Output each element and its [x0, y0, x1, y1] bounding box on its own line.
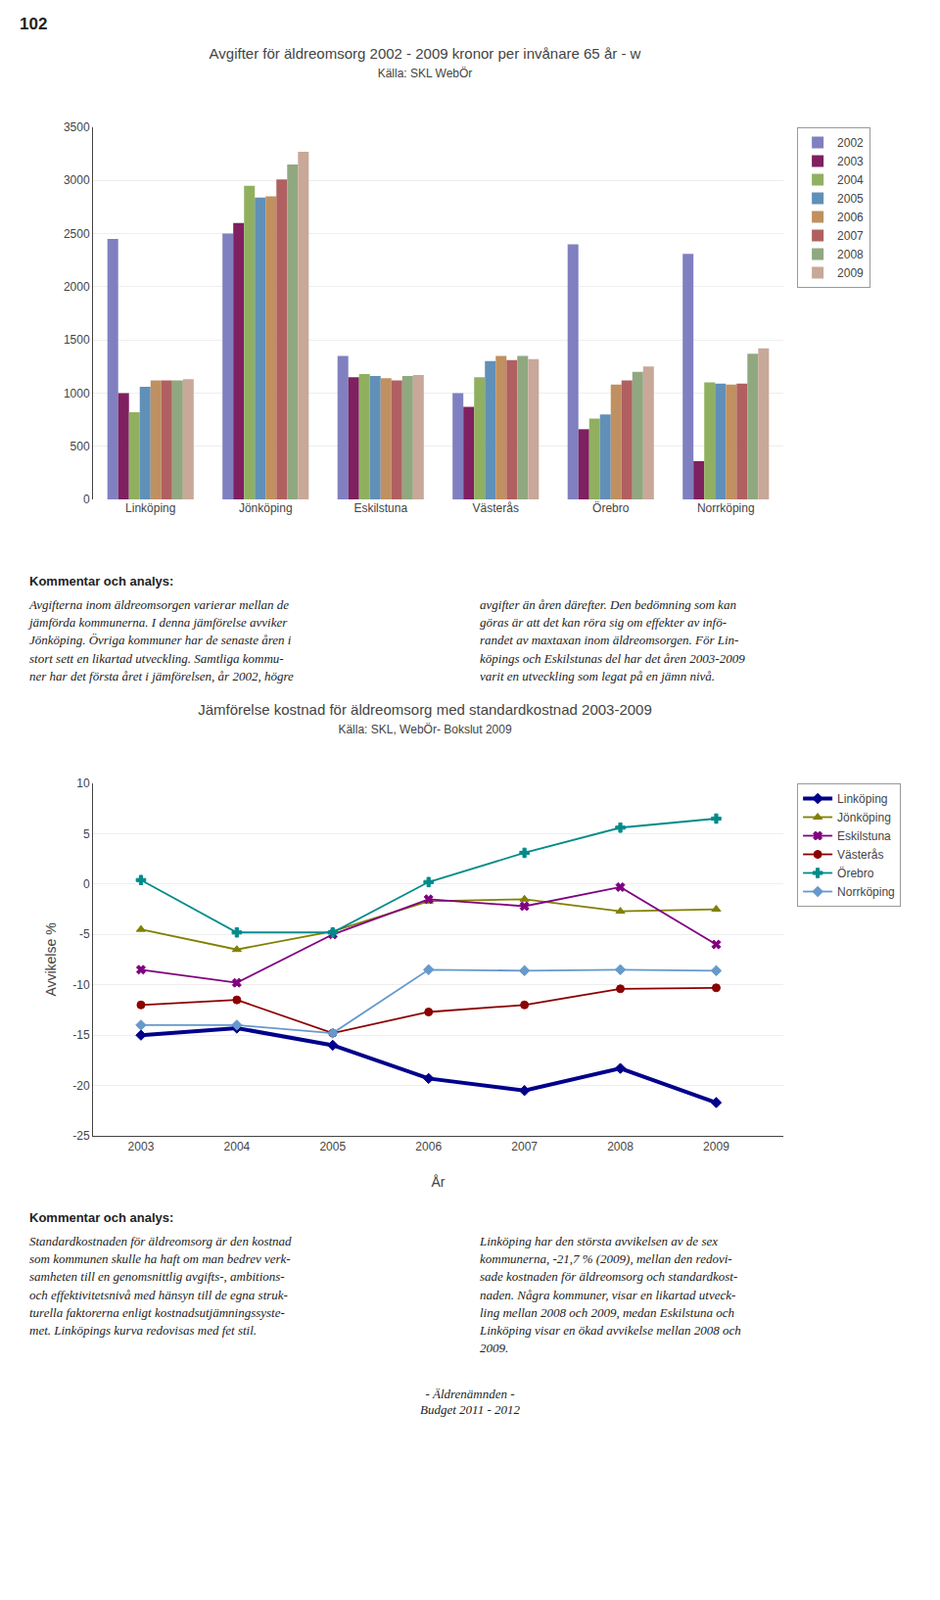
svg-text:Eskilstuna: Eskilstuna	[353, 501, 408, 516]
svg-text:-5: -5	[79, 927, 91, 941]
svg-text:2500: 2500	[63, 227, 91, 241]
svg-text:0: 0	[83, 877, 91, 892]
svg-text:2008: 2008	[837, 247, 864, 262]
svg-text:2006: 2006	[415, 1139, 442, 1154]
svg-text:-20: -20	[72, 1079, 91, 1093]
svg-text:2009: 2009	[837, 266, 864, 281]
html-text:Linköping har den största avvi: Linköping har den största avvikelsen av …	[479, 1233, 742, 1356]
svg-text:-25: -25	[72, 1128, 91, 1143]
html-text:Kommentar och analys:: Kommentar och analys:	[29, 573, 174, 589]
html-text:Kommentar och analys:: Kommentar och analys:	[29, 1210, 174, 1225]
svg-text:Linköping: Linköping	[125, 501, 176, 516]
svg-text:Norrköping: Norrköping	[837, 885, 895, 899]
svg-text:2009: 2009	[703, 1139, 730, 1154]
html-text:Standardkostnaden för äldreoms: Standardkostnaden för äldreomsorg är den…	[29, 1233, 292, 1338]
html-text:avgifter än åren därefter. Den: avgifter än åren därefter. Den bedömning…	[479, 597, 745, 684]
svg-text:År: År	[431, 1174, 446, 1190]
svg-text:2003: 2003	[128, 1139, 155, 1154]
svg-text:2004: 2004	[224, 1139, 251, 1154]
svg-text:2005: 2005	[837, 191, 864, 206]
svg-text:Västerås: Västerås	[837, 847, 884, 862]
svg-text:-10: -10	[72, 978, 91, 992]
svg-text:0: 0	[83, 492, 91, 507]
svg-text:5: 5	[83, 827, 91, 842]
svg-text:Örebro: Örebro	[592, 501, 630, 516]
svg-text:2007: 2007	[837, 229, 864, 243]
svg-text:Linköping: Linköping	[837, 792, 888, 806]
svg-text:2002: 2002	[837, 136, 864, 150]
svg-text:2006: 2006	[837, 210, 864, 225]
svg-text:Västerås: Västerås	[472, 501, 519, 516]
svg-text:2004: 2004	[837, 173, 864, 188]
svg-text:500: 500	[70, 439, 91, 454]
svg-text:Jämförelse kostnad för äldreom: Jämförelse kostnad för äldreomsorg med s…	[197, 700, 653, 737]
html-text:Avgifterna inom äldreomsorgen: Avgifterna inom äldreomsorgen varierar m…	[29, 597, 294, 684]
svg-text:-15: -15	[72, 1028, 91, 1042]
svg-text:2000: 2000	[63, 280, 91, 294]
svg-text:1000: 1000	[63, 386, 91, 401]
svg-text:Jönköping: Jönköping	[837, 810, 892, 825]
svg-text:1500: 1500	[63, 332, 91, 347]
svg-text:2008: 2008	[607, 1139, 634, 1154]
svg-text:3000: 3000	[63, 173, 91, 188]
svg-text:Norrköping: Norrköping	[697, 501, 755, 516]
svg-text:2003: 2003	[837, 154, 864, 169]
svg-text:10: 10	[76, 776, 91, 791]
svg-text:2007: 2007	[511, 1139, 538, 1154]
svg-text:3500: 3500	[63, 120, 91, 135]
svg-text:2005: 2005	[319, 1139, 346, 1154]
svg-text:Avgifter för äldreomsorg 2002: Avgifter för äldreomsorg 2002 - 2009 kro…	[209, 45, 642, 82]
svg-text:Eskilstuna: Eskilstuna	[837, 829, 892, 844]
html-text:102: 102	[19, 14, 48, 34]
svg-text:Jönköping: Jönköping	[238, 501, 293, 516]
html-text:- Äldrenämnden - Budget 2011 -: - Äldrenämnden - Budget 2011 - 2012	[420, 1386, 520, 1418]
svg-text:Avvikelse %: Avvikelse %	[43, 922, 59, 996]
svg-text:Örebro: Örebro	[837, 866, 875, 881]
